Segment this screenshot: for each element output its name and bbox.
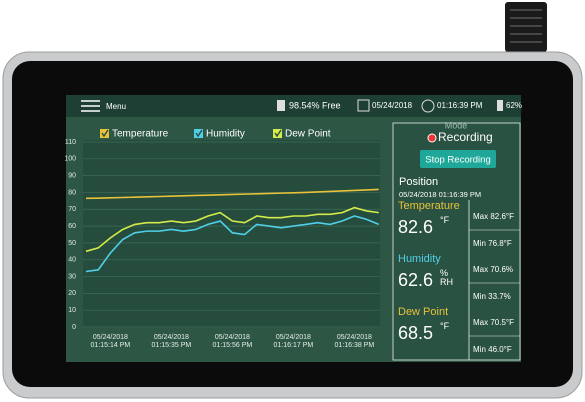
status-bar [66, 95, 521, 117]
legend-checkbox [100, 129, 109, 138]
y-tick-label: 30 [68, 273, 76, 280]
y-tick-label: 40 [68, 257, 76, 264]
y-tick-label: 90 [68, 172, 76, 179]
x-tick-label: 05/24/2018 01:16:17 PM [273, 334, 314, 349]
reading-unit: % RH [440, 268, 453, 287]
mode-label: Mode [445, 120, 468, 130]
x-tick-label: 05/24/2018 01:15:56 PM [212, 334, 253, 349]
reading-value: 68.5 [398, 323, 433, 343]
reading-min: Min 33.7% [473, 292, 511, 301]
reading-min: Min 46.0°F [473, 345, 512, 354]
sensor [505, 2, 547, 52]
reading-max: Max 70.5°F [473, 318, 514, 327]
x-tick-label: 05/24/2018 01:16:38 PM [334, 334, 375, 349]
y-tick-label: 10 [68, 307, 76, 314]
status-time: 01:16:39 PM [437, 101, 483, 110]
y-tick-label: 60 [68, 223, 76, 230]
battery-icon [497, 100, 503, 111]
y-tick-label: 110 [65, 139, 76, 146]
sensor-slats [510, 9, 542, 43]
reading-max: Max 82.6°F [473, 212, 514, 221]
y-tick-label: 70 [68, 206, 76, 213]
reading-label: Dew Point [398, 306, 448, 318]
record-status: Recording [438, 130, 493, 144]
reading-max: Max 70.6% [473, 265, 513, 274]
reading-unit: °F [440, 321, 450, 331]
y-tick-label: 50 [68, 240, 76, 247]
x-tick-label: 05/24/2018 01:15:14 PM [90, 334, 131, 349]
legend-label: Temperature [112, 129, 169, 140]
storage: 98.54% Free [289, 100, 341, 110]
reading-label: Temperature [398, 200, 460, 212]
storage-icon [277, 100, 285, 111]
y-tick-label: 0 [72, 324, 76, 331]
reading-min: Min 76.8°F [473, 239, 512, 248]
reading-unit: °F [440, 215, 450, 225]
legend-label: Humidity [206, 129, 245, 140]
menu-label[interactable]: Menu [106, 102, 126, 111]
clock-icon [421, 99, 435, 113]
y-tick-label: 20 [68, 290, 76, 297]
series-line [85, 206, 379, 253]
record-dot [427, 133, 437, 143]
calendar-icon [357, 99, 370, 112]
y-tick-label: 80 [68, 189, 76, 196]
plot-area [83, 140, 380, 328]
reading-label: Humidity [398, 253, 441, 265]
position-time: 05/24/2018 01:16:39 PM [399, 190, 481, 199]
menu-icon[interactable] [81, 100, 100, 112]
series-line [85, 188, 379, 200]
legend-check [101, 129, 109, 138]
reading-value: 62.6 [398, 270, 433, 290]
x-tick-label: 05/24/2018 01:15:35 PM [151, 334, 192, 349]
legend-label: Dew Point [285, 129, 331, 140]
stop-button-label[interactable]: Stop Recording [425, 155, 490, 166]
stop-button[interactable] [420, 150, 496, 168]
legend-checkbox [273, 129, 282, 138]
status-date: 05/24/2018 [372, 101, 413, 110]
reading-value: 82.6 [398, 217, 433, 237]
y-tick-label: 100 [64, 156, 76, 163]
series-line [85, 215, 380, 273]
legend-check [195, 129, 203, 138]
legend-check [274, 129, 282, 138]
battery: 62% [506, 101, 522, 110]
position-title: Position [399, 176, 438, 188]
legend-checkbox [194, 129, 203, 138]
